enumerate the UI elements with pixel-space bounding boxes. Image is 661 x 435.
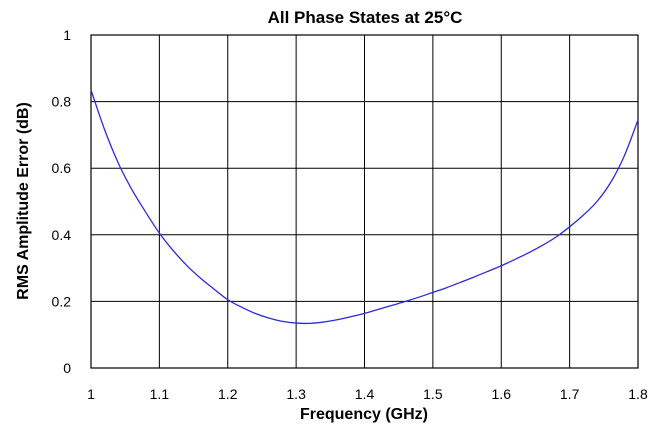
y-tick-label: 0 [63,360,71,376]
x-tick-label: 1.6 [492,386,512,402]
x-tick-label: 1.3 [286,386,306,402]
x-tick-label: 1.2 [218,386,238,402]
plot-area-frame [90,34,639,369]
x-axis-ticks: 1 1.1 1.2 1.3 1.4 1.5 1.6 1.7 1.8 [87,386,648,402]
chart-title: All Phase States at 25°C [268,8,463,27]
series-layer [90,89,639,325]
series-line [90,89,639,325]
y-tick-label: 0.4 [52,227,72,243]
y-tick-label: 1 [63,27,71,43]
x-tick-label: 1 [87,386,95,402]
y-tick-label: 0.2 [52,293,72,309]
y-tick-label: 0.6 [52,160,72,176]
grid-lines [91,35,638,368]
x-tick-label: 1.4 [355,386,375,402]
y-axis-ticks: 0 0.2 0.4 0.6 0.8 1 [52,27,72,376]
y-tick-label: 0.8 [52,94,72,110]
x-axis-label: Frequency (GHz) [300,406,428,423]
x-tick-label: 1.8 [628,386,648,402]
y-axis-label: RMS Amplitude Error (dB) [15,102,32,300]
x-tick-label: 1.7 [560,386,580,402]
x-tick-label: 1.1 [150,386,170,402]
x-tick-label: 1.5 [423,386,443,402]
